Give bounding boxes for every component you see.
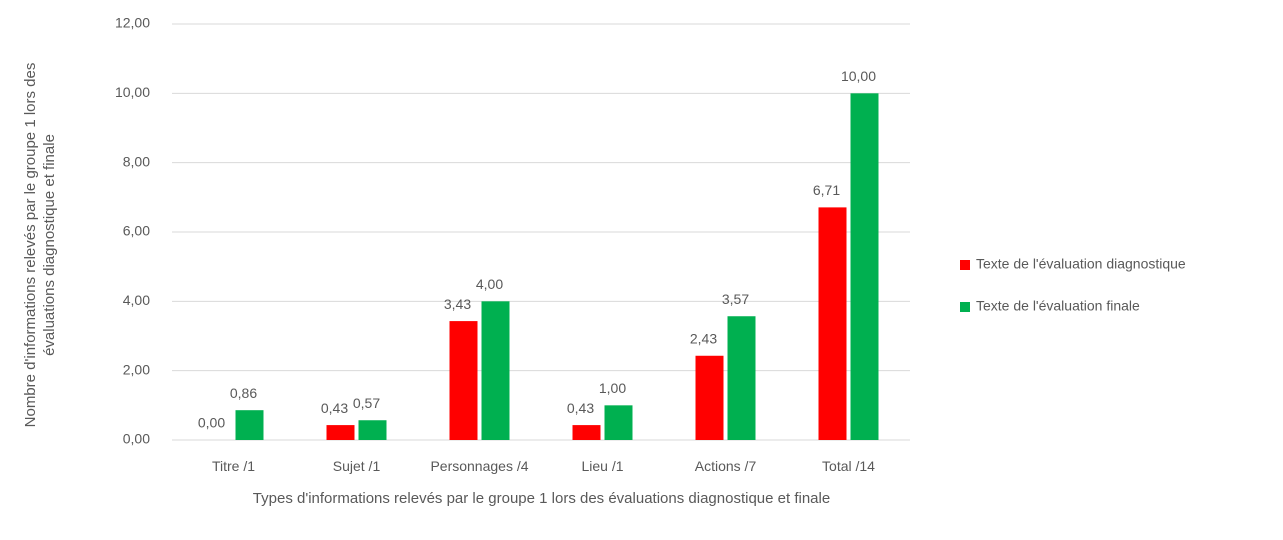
data-label: 1,00 bbox=[599, 380, 626, 396]
x-tick-label: Actions /7 bbox=[694, 458, 757, 474]
y-tick-label: 8,00 bbox=[123, 153, 150, 169]
bar bbox=[572, 425, 601, 440]
bar bbox=[818, 207, 847, 440]
bar bbox=[326, 425, 355, 440]
x-tick-label: Total /14 bbox=[822, 458, 875, 474]
x-tick-label: Titre /1 bbox=[211, 458, 256, 474]
bar bbox=[358, 420, 387, 440]
data-label: 0,57 bbox=[353, 395, 380, 411]
data-label: 0,43 bbox=[321, 400, 348, 416]
data-label: 0,43 bbox=[567, 400, 594, 416]
legend-swatch bbox=[960, 302, 970, 312]
y-tick-label: 12,00 bbox=[115, 15, 150, 31]
bar bbox=[695, 355, 724, 440]
data-label: 0,00 bbox=[198, 415, 225, 431]
x-axis-title: Types d'informations relevés par le grou… bbox=[252, 490, 831, 507]
bar bbox=[727, 316, 756, 440]
bar bbox=[481, 301, 510, 440]
bar bbox=[235, 410, 264, 440]
data-label: 4,00 bbox=[476, 276, 503, 292]
y-tick-label: 0,00 bbox=[123, 431, 150, 447]
data-label: 3,43 bbox=[444, 296, 471, 312]
data-label: 3,57 bbox=[722, 291, 749, 307]
x-tick-label: Sujet /1 bbox=[332, 458, 381, 474]
y-tick-label: 6,00 bbox=[123, 223, 150, 239]
y-tick-label: 4,00 bbox=[123, 292, 150, 308]
data-label: 6,71 bbox=[813, 182, 840, 198]
bar bbox=[604, 405, 633, 440]
data-label: 0,86 bbox=[230, 385, 257, 401]
bar bbox=[449, 321, 478, 440]
legend-swatch bbox=[960, 260, 970, 270]
legend-label: Texte de l'évaluation finale bbox=[976, 298, 1140, 314]
data-label: 2,43 bbox=[690, 330, 717, 346]
y-tick-label: 2,00 bbox=[123, 361, 150, 377]
x-tick-label: Personnages /4 bbox=[430, 458, 529, 474]
x-tick-label: Lieu /1 bbox=[581, 458, 624, 474]
legend-label: Texte de l'évaluation diagnostique bbox=[976, 256, 1186, 272]
y-tick-label: 10,00 bbox=[115, 84, 150, 100]
data-label: 10,00 bbox=[841, 68, 876, 84]
y-axis-title: Nombre d'informations relevés par le gro… bbox=[22, 62, 58, 428]
bar bbox=[850, 93, 879, 440]
